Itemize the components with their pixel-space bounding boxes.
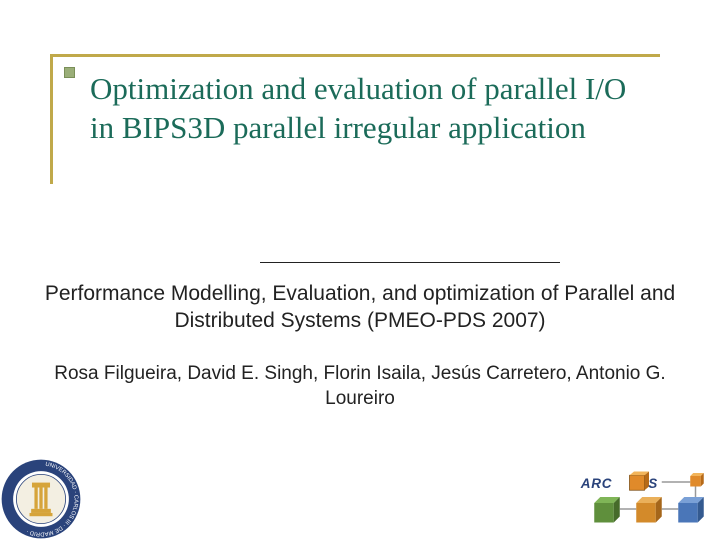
horizontal-divider	[260, 262, 560, 263]
arcos-logo-icon: ARC S	[578, 470, 708, 530]
title-bullet-marker	[64, 67, 75, 78]
slide-title: Optimization and evaluation of parallel …	[90, 70, 650, 148]
title-frame-left	[50, 54, 53, 184]
title-frame-top	[50, 54, 660, 57]
svg-text:ARC: ARC	[580, 476, 613, 491]
slide-authors: Rosa Filgueira, David E. Singh, Florin I…	[40, 362, 680, 411]
university-seal-icon: UNIVERSIDAD · CARLOS III · DE MADRID ·	[0, 458, 82, 540]
slide-subtitle: Performance Modelling, Evaluation, and o…	[40, 280, 680, 335]
svg-text:S: S	[648, 476, 658, 491]
